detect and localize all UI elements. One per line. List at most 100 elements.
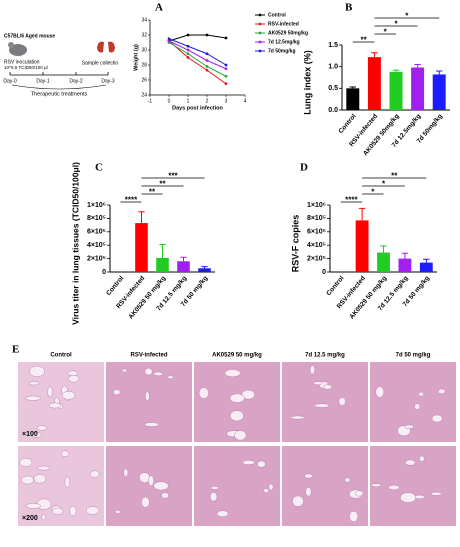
y-tick-label: 6×10⁵: [87, 229, 106, 236]
bar: [377, 252, 390, 272]
alveolus: [36, 425, 47, 431]
significance-label: **: [159, 180, 166, 189]
alveolus: [41, 513, 46, 521]
magnification-label: ×100: [22, 431, 38, 438]
y-tick-label: 30: [141, 47, 147, 53]
marker: [186, 48, 190, 52]
panel-label: B: [345, 2, 353, 14]
y-tick-label: 0.0: [328, 107, 338, 114]
bar: [135, 223, 148, 272]
legend-label: Control: [268, 12, 286, 18]
lung-icon: [97, 41, 115, 53]
alveolus: [304, 473, 313, 479]
alveolus: [229, 410, 244, 422]
panel-label: E: [12, 344, 19, 356]
brace: [11, 84, 107, 90]
alveolus: [29, 365, 45, 377]
legend-marker: [258, 40, 262, 44]
y-axis-label: Virus titer in lung tissues (TCID50/100μ…: [70, 162, 80, 325]
y-tick-label: 1.0: [328, 64, 338, 71]
y-axis-label: RSV-F copies: [290, 215, 300, 273]
alveolus: [60, 450, 70, 457]
x-tick-label: AK0529 50 mg/kg: [127, 275, 167, 321]
series-line: [168, 38, 227, 66]
alveolus: [313, 381, 323, 386]
alveolus: [354, 490, 364, 497]
significance-label: *: [394, 20, 398, 29]
micrograph: [282, 362, 368, 442]
marker: [186, 52, 190, 56]
micrograph: [194, 446, 280, 526]
alveolus: [115, 509, 121, 514]
alveolus: [123, 468, 129, 477]
alveolus: [229, 393, 245, 403]
x-tick-label: 4: [244, 98, 247, 104]
alveolus: [198, 387, 209, 399]
alveolus: [263, 488, 269, 494]
significance-label: **: [391, 172, 398, 181]
bar: [177, 261, 190, 272]
alveolus: [224, 369, 241, 378]
legend-marker: [258, 31, 262, 35]
micrograph: [106, 446, 192, 526]
legend-label: 7d 12.5mg/kg: [268, 39, 300, 45]
alveolus: [52, 507, 64, 515]
alveolus: [314, 403, 330, 408]
dose-label: 10^5.5 TCID50/100 μl: [4, 65, 48, 70]
alveolus: [414, 494, 425, 500]
alveolus: [19, 458, 33, 467]
alveolus: [242, 460, 256, 465]
error-bar: [180, 256, 187, 262]
alveolus: [414, 403, 421, 410]
significance-label: *: [371, 188, 375, 197]
y-tick-label: 0: [102, 269, 106, 276]
legend-marker: [258, 49, 262, 53]
bar: [346, 88, 360, 110]
significance-label: ****: [125, 196, 138, 205]
error-bar: [201, 266, 208, 269]
bar: [398, 258, 412, 272]
column-label: 7d 12.5 mg/kg: [305, 353, 345, 359]
column-label: AK0529 50 mg/kg: [212, 353, 262, 359]
bar: [389, 71, 403, 110]
y-tick-label: 8×10⁵: [307, 215, 326, 222]
alveolus: [61, 391, 76, 400]
alveolus: [210, 492, 218, 502]
x-tick-label: 3: [225, 98, 228, 104]
legend-marker: [258, 22, 262, 26]
mouse-label: C57BL/6 Aged mouse: [4, 33, 55, 39]
panel-label: A: [155, 2, 163, 14]
histology: Control RSV-infected AK0529 50 mg/kg 7d 12.…: [18, 353, 456, 526]
marker: [186, 56, 190, 59]
x-tick-label: 0: [168, 98, 171, 104]
x-tick-label: Control: [337, 113, 357, 135]
y-tick-label: 6×10⁵: [307, 229, 326, 236]
alveolus: [292, 495, 304, 507]
series-line: [168, 34, 227, 42]
error-bar: [423, 258, 430, 263]
alveolus: [257, 460, 266, 468]
alveolus: [405, 459, 416, 466]
alveolus: [430, 491, 442, 496]
alveolus: [36, 465, 51, 471]
alveolus: [64, 476, 71, 488]
alveolus: [85, 506, 100, 515]
alveolus: [144, 422, 160, 427]
x-tick-label: Control: [325, 275, 345, 297]
significance-label: *: [382, 180, 386, 189]
y-axis-label: Weight (g): [133, 44, 139, 71]
legend-label: 7d 50mg/kg: [268, 48, 296, 54]
x-tick-label: -1: [148, 98, 153, 104]
marker: [186, 33, 190, 37]
panel-label: D: [300, 162, 308, 174]
significance-label: ****: [345, 196, 358, 205]
error-bar: [401, 252, 409, 259]
micrograph: [370, 446, 456, 526]
x-tick-label: Control: [105, 275, 125, 297]
marker: [167, 37, 171, 41]
y-tick-label: 4×10⁵: [307, 242, 326, 249]
alveolus: [375, 386, 385, 398]
marker: [224, 67, 228, 71]
